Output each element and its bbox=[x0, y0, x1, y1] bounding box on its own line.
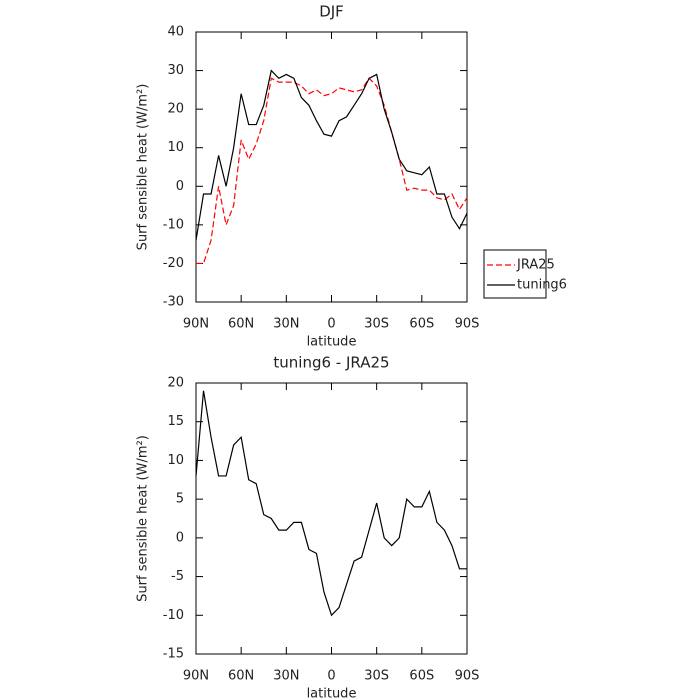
x-tick-label: 30N bbox=[273, 669, 299, 684]
x-tick-label: 90N bbox=[183, 317, 209, 332]
y-axis-label: Surf sensible heat (W/m²) bbox=[136, 435, 151, 602]
y-tick-label: -10 bbox=[163, 217, 184, 232]
y-axis-label: Surf sensible heat (W/m²) bbox=[136, 84, 151, 251]
data-line bbox=[195, 69, 468, 241]
x-tick-label: 60N bbox=[228, 317, 254, 332]
legend-label: tuning6 bbox=[517, 278, 567, 293]
data-line bbox=[196, 77, 468, 265]
legend-box bbox=[483, 249, 547, 299]
x-tick-label: 0 bbox=[327, 669, 335, 684]
y-tick-label: 20 bbox=[167, 376, 184, 391]
x-axis-label: latitude bbox=[307, 687, 357, 700]
y-tick-label: 15 bbox=[167, 414, 184, 429]
y-tick-label: 5 bbox=[176, 492, 184, 507]
chart-title: tuning6 - JRA25 bbox=[273, 354, 389, 372]
y-tick-label: -10 bbox=[163, 608, 184, 623]
x-tick-label: 60S bbox=[409, 317, 434, 332]
x-tick-label: 90N bbox=[183, 669, 209, 684]
x-tick-label: 60S bbox=[409, 669, 434, 684]
y-tick-label: 10 bbox=[167, 453, 184, 468]
y-tick-label: 30 bbox=[167, 63, 184, 78]
chart-title: DJF bbox=[319, 3, 344, 21]
plot-frame bbox=[195, 31, 468, 303]
x-tick-label: 30S bbox=[364, 317, 389, 332]
x-tick-label: 30S bbox=[364, 669, 389, 684]
y-tick-label: -5 bbox=[171, 569, 184, 584]
y-tick-label: -20 bbox=[163, 256, 184, 271]
x-tick-label: 60N bbox=[228, 669, 254, 684]
legend-label: JRA25 bbox=[516, 258, 555, 273]
y-tick-label: 0 bbox=[176, 530, 184, 545]
data-line bbox=[195, 390, 467, 617]
x-tick-label: 90S bbox=[455, 317, 480, 332]
x-axis-label: latitude bbox=[307, 335, 357, 350]
y-tick-label: 0 bbox=[176, 179, 184, 194]
y-tick-label: 10 bbox=[167, 140, 184, 155]
y-tick-label: 20 bbox=[167, 102, 184, 117]
x-tick-label: 0 bbox=[327, 317, 335, 332]
x-tick-label: 30N bbox=[273, 317, 299, 332]
y-tick-label: 40 bbox=[167, 25, 184, 40]
x-tick-label: 90S bbox=[455, 669, 480, 684]
y-tick-label: -15 bbox=[163, 647, 184, 662]
y-tick-label: -30 bbox=[163, 295, 184, 310]
